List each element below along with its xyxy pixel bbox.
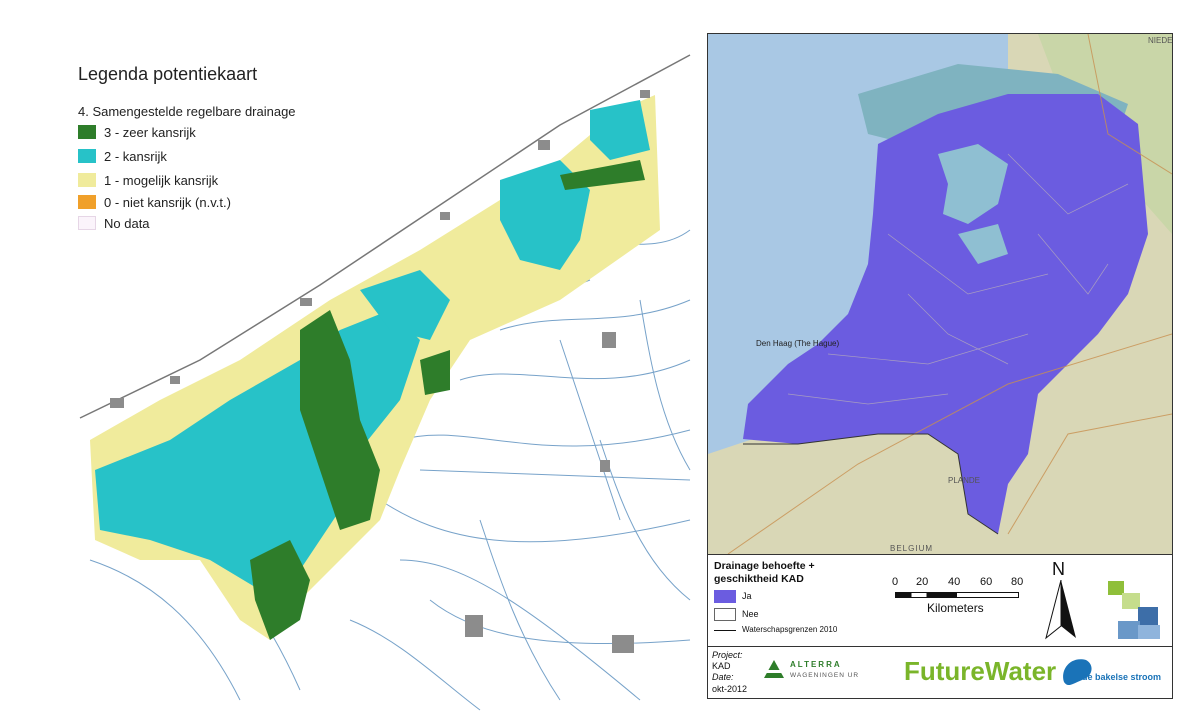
- netherlands-map-graphic: [708, 34, 1172, 554]
- legend-swatch: [78, 216, 96, 230]
- nee-swatch: [714, 608, 736, 621]
- legend-swatch: [78, 125, 96, 139]
- bakelse-stroom-logo-icon: [1063, 659, 1092, 686]
- alterra-logo-text: ALTERRA: [790, 660, 842, 669]
- right-legend-title-1: Drainage behoefte +: [714, 560, 815, 572]
- map-label-den-haag: Den Haag (The Hague): [756, 339, 840, 348]
- boundary-line-symbol: [714, 630, 736, 631]
- map-label-plande: PLANDE: [948, 476, 981, 485]
- alterra-logo-icon: [764, 660, 784, 678]
- legend-swatch: [78, 149, 96, 163]
- netherlands-drainage-map: NIEDE Den Haag (The Hague) BELGIUM PLAND…: [707, 33, 1173, 699]
- ja-label: Ja: [742, 591, 752, 601]
- bakelse-stroom-logo-text: de bakelse stroom: [1082, 672, 1162, 682]
- legend-label: No data: [104, 215, 150, 231]
- legend-item-zeer-kansrijk: 3 - zeer kansrijk: [78, 124, 196, 140]
- scale-tick-label: 80: [1011, 576, 1024, 588]
- legend-item-niet-kansrijk: 0 - niet kansrijk (n.v.t.): [78, 194, 231, 210]
- scale-tick-label: 40: [948, 576, 961, 588]
- north-arrow-icon: [1045, 580, 1076, 640]
- kad-logo-icon: [1108, 581, 1160, 639]
- flanders-map-graphic: [79, 54, 691, 711]
- scale-tick-label: 60: [980, 576, 993, 588]
- legend-swatch: [78, 173, 96, 187]
- legend-label: 3 - zeer kansrijk: [104, 124, 196, 140]
- date-label: Date:: [712, 672, 734, 682]
- futurewater-logo-text: FutureWater: [904, 656, 1057, 686]
- date-value: okt-2012: [712, 684, 748, 694]
- legend-label: 2 - kansrijk: [104, 148, 167, 164]
- map-label-niede: NIEDE: [1148, 36, 1173, 45]
- boundary-label: Waterschapsgrenzen 2010: [742, 625, 838, 634]
- map-label-belgium: BELGIUM: [890, 544, 934, 553]
- scale-tick-label: 0: [892, 576, 899, 588]
- footer-divider: [708, 646, 1172, 647]
- project-label: Project:: [712, 650, 743, 660]
- wageningen-logo-text: WAGENINGEN UR: [790, 672, 860, 679]
- legend-swatch: [78, 195, 96, 209]
- legend-label: 0 - niet kansrijk (n.v.t.): [104, 194, 231, 210]
- legend-item-mogelijk-kansrijk: 1 - mogelijk kansrijk: [78, 172, 218, 188]
- project-value: KAD: [712, 661, 731, 671]
- flanders-drainage-map: Legenda potentiekaart 4. Samengestelde r…: [78, 54, 691, 711]
- legend-item-no-data: No data: [78, 215, 150, 231]
- scale-bar: [895, 592, 1019, 598]
- left-legend-subtitle: 4. Samengestelde regelbare drainage: [78, 104, 296, 119]
- nee-label: Nee: [742, 609, 759, 619]
- scale-tick-label: 20: [916, 576, 929, 588]
- left-legend-title: Legenda potentiekaart: [78, 64, 258, 84]
- legend-item-kansrijk: 2 - kansrijk: [78, 148, 167, 164]
- scale-unit-label: Kilometers: [927, 601, 984, 615]
- legend-label: 1 - mogelijk kansrijk: [104, 172, 219, 188]
- right-legend-title-2: geschiktheid KAD: [714, 573, 804, 585]
- legend-divider: [708, 554, 1172, 555]
- ja-swatch: [714, 590, 736, 603]
- north-label: N: [1052, 559, 1065, 579]
